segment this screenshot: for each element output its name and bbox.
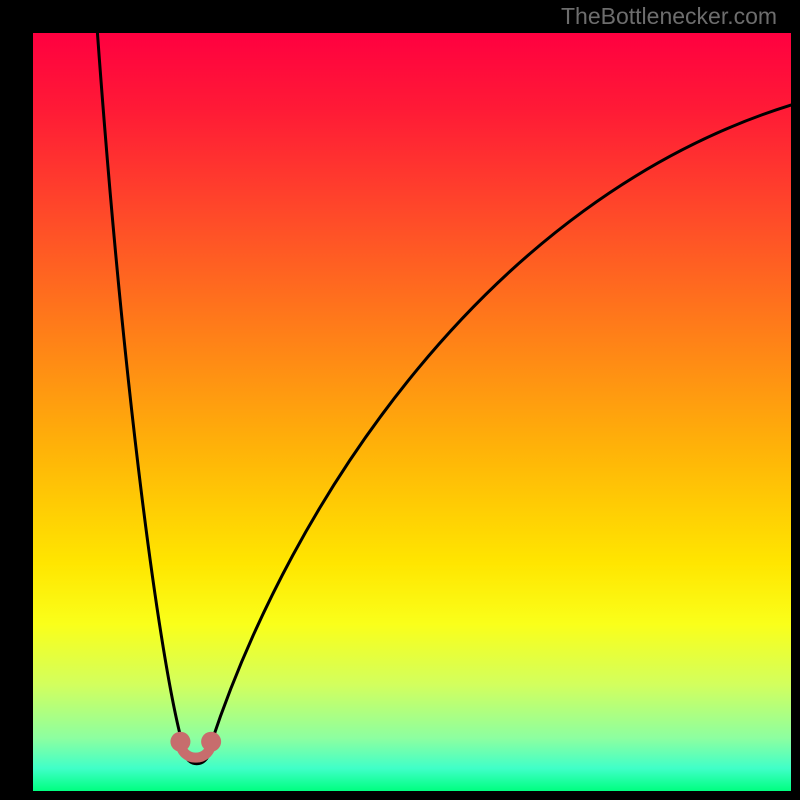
curve-layer <box>33 33 791 791</box>
watermark-text: TheBottlenecker.com <box>561 3 777 30</box>
bottleneck-curve <box>97 33 791 764</box>
plot-area <box>33 33 791 791</box>
minimum-dot <box>170 732 190 752</box>
minimum-dot <box>201 732 221 752</box>
